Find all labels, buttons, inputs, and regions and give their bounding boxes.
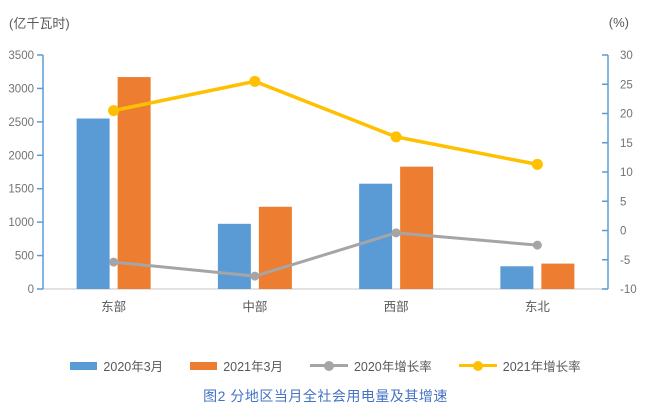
category-label: 东北: [525, 300, 551, 314]
category-label: 东部: [101, 299, 126, 314]
marker-2020年增长率: [532, 240, 542, 250]
marker-2021年增长率: [249, 75, 261, 87]
bar-2020年3月: [217, 223, 251, 289]
left-axis-tick-label: 2000: [8, 150, 34, 162]
chart-caption: 图2 分地区当月全社会用电量及其增速: [203, 388, 448, 404]
right-axis-tick-label: 25: [620, 79, 633, 91]
marker-2020年增长率: [109, 257, 119, 267]
legend-label: 2021年3月: [223, 360, 283, 374]
chart-legend: 2020年3月 2021年3月 2020年增长率 2021年增长率: [0, 356, 651, 375]
legend-line-swatch: [458, 360, 497, 371]
bar-2021年3月: [400, 166, 434, 289]
legend-item: 2020年增长率: [309, 356, 432, 375]
right-axis-tick-label: 20: [620, 109, 633, 121]
marker-2021年增长率: [108, 105, 120, 117]
category-label: 西部: [384, 299, 409, 314]
category-label: 中部: [242, 299, 267, 314]
legend-item: 2021年3月: [190, 356, 283, 375]
left-axis-tick-label: 1500: [8, 184, 34, 196]
bar-2021年3月: [258, 206, 292, 289]
legend-label: 2020年3月: [103, 360, 164, 374]
line-2020年增长率: [112, 231, 539, 278]
legend-label: 2021年增长率: [502, 360, 581, 374]
line-2021年增长率: [111, 79, 540, 167]
right-axis-tick-label: 0: [620, 226, 626, 238]
left-axis-title: (亿千瓦时): [9, 16, 70, 31]
left-axis-tick-label: 500: [15, 251, 34, 263]
marker-2021年增长率: [390, 131, 402, 143]
right-axis-tick-label: -10: [620, 284, 637, 296]
legend-line-marker-icon: [323, 360, 334, 371]
marker-2020年增长率: [250, 271, 260, 281]
right-axis-tick-label: 5: [620, 196, 626, 208]
right-axis-tick-label: -5: [620, 255, 630, 267]
right-axis-tick-label: 30: [620, 50, 633, 62]
left-axis-tick-label: 2500: [8, 117, 34, 129]
left-axis-tick-label: 0: [28, 284, 34, 296]
marker-2020年增长率: [391, 228, 401, 238]
bar-2021年3月: [541, 263, 575, 289]
legend-line-marker-icon: [472, 360, 483, 371]
legend-line-swatch: [309, 360, 348, 371]
bar-2020年3月: [76, 118, 110, 289]
left-axis-tick-label: 1000: [8, 217, 34, 229]
bar-2021年3月: [117, 77, 151, 289]
plot-area: 0 500 1000 1500 2000 2500 3000 3500 -10 -5 0 5 10 15 2…: [8, 50, 637, 314]
right-axis-tick-label: 15: [620, 138, 633, 150]
bar-2020年3月: [500, 266, 534, 289]
legend-item: 2020年3月: [70, 356, 163, 375]
legend-label: 2020年增长率: [353, 360, 432, 374]
left-axis-tick-label: 3000: [8, 83, 34, 95]
left-axis-tick-label: 3500: [8, 50, 34, 62]
legend-item: 2021年增长率: [458, 356, 581, 375]
marker-2021年增长率: [531, 158, 543, 170]
legend-bar-swatch: [70, 361, 98, 370]
right-axis-title: (%): [608, 15, 629, 30]
legend-bar-swatch: [190, 361, 218, 370]
right-axis-tick-label: 10: [620, 167, 633, 179]
